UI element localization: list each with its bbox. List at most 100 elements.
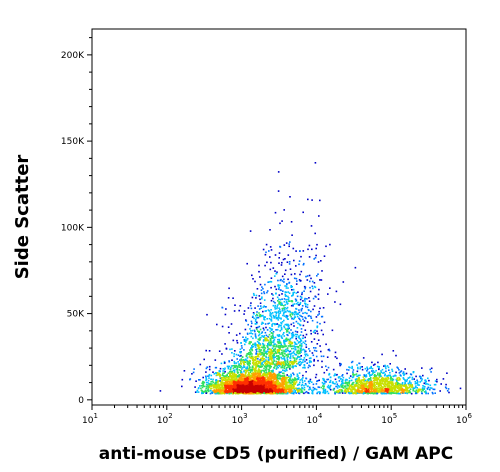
- data-point: [252, 312, 255, 314]
- data-point: [243, 340, 246, 342]
- data-point: [312, 386, 315, 389]
- data-point: [245, 367, 247, 370]
- data-point: [356, 390, 358, 392]
- data-point: [288, 384, 290, 387]
- data-point: [314, 376, 317, 379]
- data-point: [313, 285, 316, 288]
- data-point: [351, 388, 353, 390]
- data-point: [332, 368, 335, 371]
- data-point: [235, 377, 238, 380]
- data-point: [391, 392, 393, 394]
- data-point: [306, 321, 309, 323]
- data-point: [272, 339, 275, 342]
- data-point: [272, 297, 274, 300]
- data-point: [214, 366, 217, 369]
- data-point: [266, 382, 269, 384]
- data-point: [266, 338, 268, 341]
- data-point: [280, 326, 283, 329]
- data-point: [231, 352, 233, 354]
- data-point: [249, 363, 251, 365]
- data-point: [346, 384, 349, 387]
- data-point: [301, 383, 304, 386]
- data-point: [295, 337, 297, 340]
- data-point: [287, 298, 290, 301]
- data-point: [250, 379, 252, 381]
- data-point: [374, 389, 376, 391]
- data-point: [364, 367, 367, 370]
- data-point: [282, 314, 284, 317]
- data-point: [256, 288, 259, 290]
- data-point: [323, 387, 325, 389]
- data-point: [324, 392, 326, 395]
- data-point: [202, 383, 205, 386]
- data-point: [430, 367, 433, 370]
- data-point: [298, 383, 301, 386]
- data-point: [385, 392, 388, 395]
- data-point: [410, 382, 412, 384]
- data-point: [217, 384, 220, 386]
- data-point: [264, 363, 267, 366]
- data-point: [289, 344, 292, 346]
- data-point: [346, 388, 349, 390]
- data-point: [254, 380, 256, 383]
- data-point: [287, 376, 290, 379]
- data-point: [230, 365, 233, 367]
- data-point: [290, 329, 292, 331]
- data-point: [223, 382, 225, 384]
- data-point: [298, 335, 300, 337]
- data-point: [296, 379, 298, 381]
- data-point: [233, 355, 235, 358]
- data-point: [201, 382, 203, 385]
- data-point: [289, 386, 291, 389]
- data-point: [308, 256, 311, 258]
- data-point: [397, 381, 399, 384]
- data-point: [288, 340, 291, 343]
- data-point: [261, 357, 264, 360]
- data-point: [281, 261, 283, 264]
- data-point: [287, 328, 290, 331]
- data-point: [349, 375, 352, 377]
- data-point: [266, 350, 269, 353]
- data-point: [408, 386, 410, 389]
- data-point: [215, 385, 217, 387]
- data-point: [262, 322, 264, 324]
- data-point: [351, 382, 354, 384]
- data-point: [345, 387, 348, 390]
- data-point: [350, 392, 353, 395]
- data-point: [367, 385, 369, 388]
- data-point: [368, 378, 371, 380]
- data-point: [225, 381, 227, 383]
- data-point: [381, 353, 383, 356]
- data-point: [281, 220, 283, 222]
- data-point: [383, 371, 385, 374]
- data-point: [261, 356, 264, 358]
- data-point: [372, 371, 374, 374]
- data-point: [311, 280, 314, 283]
- data-point: [288, 389, 291, 392]
- data-point: [277, 384, 280, 387]
- data-point: [277, 383, 279, 385]
- data-point: [261, 331, 264, 333]
- data-point: [209, 382, 211, 385]
- data-point: [277, 356, 280, 359]
- data-point: [357, 387, 359, 389]
- data-point: [310, 225, 313, 227]
- data-point: [311, 389, 313, 392]
- data-point: [286, 357, 288, 359]
- data-point: [362, 386, 365, 388]
- data-point: [263, 329, 265, 331]
- data-point: [264, 376, 266, 379]
- data-point: [363, 386, 366, 389]
- data-point: [404, 382, 407, 385]
- data-point: [299, 314, 301, 317]
- data-point: [239, 359, 241, 361]
- data-point: [291, 366, 293, 368]
- data-point: [276, 306, 278, 308]
- data-point: [347, 389, 349, 392]
- data-point: [369, 374, 371, 376]
- data-point: [280, 304, 282, 306]
- data-point: [436, 380, 438, 383]
- data-point: [292, 247, 295, 250]
- data-point: [282, 290, 284, 292]
- data-point: [344, 381, 347, 384]
